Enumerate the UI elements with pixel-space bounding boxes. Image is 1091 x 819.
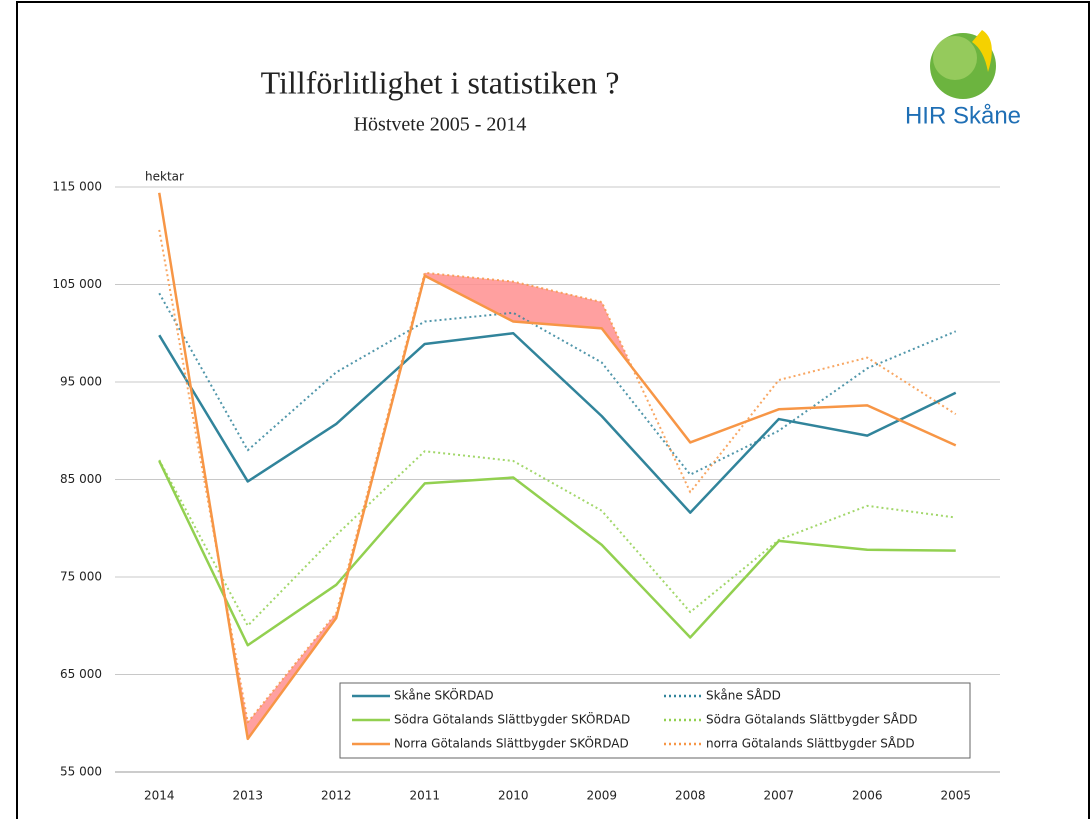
x-tick-label: 2006: [852, 789, 883, 803]
y-tick-label: 65 000: [60, 667, 102, 681]
legend-box: [339, 682, 971, 759]
legend-label: norra Götalands Slättbygder SÅDD: [706, 736, 915, 751]
x-tick-label: 2009: [586, 789, 617, 803]
x-tick-label: 2014: [144, 789, 175, 803]
chart-subtitle: Höstvete 2005 - 2014: [354, 114, 527, 136]
y-tick-label: 75 000: [60, 570, 102, 584]
logo-swoosh: [972, 30, 992, 72]
y-tick-label: 55 000: [60, 765, 102, 779]
x-tick-label: 2010: [498, 789, 529, 803]
y-axis-label: hektar: [145, 170, 184, 184]
x-tick-label: 2007: [763, 789, 794, 803]
x-tick-label: 2013: [232, 789, 263, 803]
series-line: [158, 229, 957, 724]
x-tick-label: 2011: [409, 789, 440, 803]
series-line: [158, 192, 957, 741]
logo-text: HIR Skåne: [905, 102, 1021, 129]
x-tick-label: 2012: [321, 789, 352, 803]
x-tick-label: 2005: [940, 789, 971, 803]
legend-label: Skåne SÅDD: [706, 688, 781, 703]
legend-label: Södra Götalands Slättbygder SÅDD: [706, 712, 917, 727]
y-tick-label: 105 000: [52, 277, 102, 291]
highlight-area: [220, 272, 633, 739]
series-line: [158, 332, 957, 514]
x-tick-label: 2008: [675, 789, 706, 803]
series-line: [158, 460, 956, 647]
legend-label: Skåne SKÖRDAD: [394, 687, 494, 703]
legend-label: Norra Götalands Slättbygder SKÖRDAD: [394, 735, 629, 751]
series-line: [158, 450, 956, 627]
y-tick-label: 85 000: [60, 472, 102, 486]
logo-highlight: [933, 36, 977, 80]
chart-title: Tillförlitlighet i statistiken ?: [261, 64, 620, 100]
legend-label: Södra Götalands Slättbygder SKÖRDAD: [394, 711, 630, 727]
y-tick-label: 95 000: [60, 375, 102, 389]
y-tick-label: 115 000: [52, 180, 102, 194]
logo: HIR Skåne: [905, 30, 1021, 129]
series-line: [158, 292, 957, 476]
